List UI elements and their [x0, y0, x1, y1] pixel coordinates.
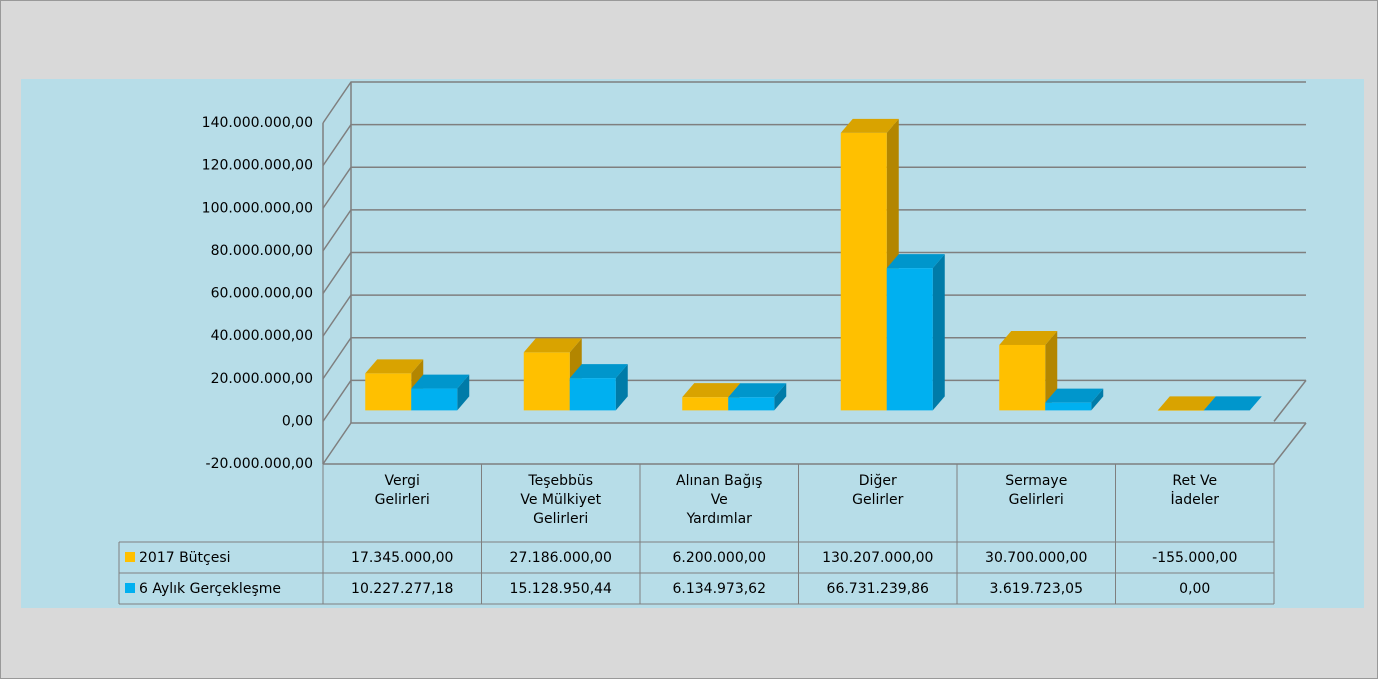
- bar-top: [365, 359, 424, 374]
- bar: [411, 388, 458, 411]
- zero-plane: [1273, 379, 1307, 422]
- bar-top: [728, 383, 787, 398]
- bar-side: [615, 364, 628, 411]
- category-label: Vergi Gelirleri: [374, 473, 430, 508]
- bar-top: [999, 330, 1058, 345]
- data-table-value: 27.186.000,00: [510, 550, 612, 566]
- bar-side: [774, 383, 787, 411]
- y-tick-label: 100.000.000,00: [202, 200, 313, 216]
- bar-side: [1091, 388, 1104, 411]
- data-table-value: 6.200.000,00: [672, 550, 766, 566]
- bar-top: [1157, 396, 1216, 411]
- bar-top: [523, 338, 582, 353]
- data-table-value: 3.619.723,05: [989, 581, 1083, 597]
- legend-swatch: [125, 552, 135, 562]
- data-table-value: 0,00: [1179, 581, 1210, 597]
- bar: [365, 373, 412, 411]
- legend-swatch: [125, 583, 135, 593]
- bar: [999, 344, 1046, 411]
- data-table-value: 15.128.950,44: [510, 581, 613, 597]
- bar-side: [1045, 330, 1058, 411]
- bar: [886, 268, 933, 411]
- y-tick-label: 20.000.000,00: [211, 371, 313, 387]
- data-table-value: 66.731.239,86: [827, 581, 930, 597]
- y-tick-label: -20.000.000,00: [206, 456, 313, 472]
- category-label: Diğer Gelirler: [852, 473, 904, 508]
- category-label: Ret Ve İadeler: [1170, 473, 1219, 508]
- bar-side: [932, 254, 945, 411]
- data-table-value: 6.134.973,62: [672, 581, 766, 597]
- bar-top: [840, 118, 899, 133]
- bar-top: [1045, 388, 1104, 403]
- bar-top: [411, 374, 470, 389]
- bar-top: [886, 254, 945, 269]
- bar: [569, 378, 616, 411]
- bar-side: [457, 374, 470, 411]
- y-tick-label: 0,00: [282, 413, 313, 429]
- data-table-value: -155.000,00: [1152, 550, 1237, 566]
- legend-label: 6 Aylık Gerçekleşme: [139, 581, 281, 597]
- data-table-value: 30.700.000,00: [985, 550, 1087, 566]
- data-table-value: 130.207.000,00: [822, 550, 933, 566]
- y-tick-label: 140.000.000,00: [202, 115, 313, 131]
- bar: [728, 397, 775, 411]
- y-tick-label: 60.000.000,00: [211, 286, 313, 302]
- bar: [523, 352, 570, 411]
- bar-top: [682, 383, 741, 398]
- bar-top: [569, 364, 628, 379]
- bar-top: [1203, 396, 1262, 411]
- bar: [682, 397, 729, 411]
- y-tick-label: 40.000.000,00: [211, 328, 313, 344]
- bar: [840, 132, 887, 411]
- data-table-value: 17.345.000,00: [351, 550, 453, 566]
- category-label: Alınan Bağış Ve Yardımlar: [676, 473, 763, 527]
- y-tick-label: 120.000.000,00: [202, 158, 313, 174]
- data-table-value: 10.227.277,18: [351, 581, 453, 597]
- category-label: Teşebbüs Ve Mülkiyet Gelirleri: [520, 473, 602, 527]
- bar: [1045, 402, 1092, 411]
- y-tick-label: 80.000.000,00: [211, 243, 313, 259]
- category-label: Sermaye Gelirleri: [1005, 473, 1068, 508]
- legend-label: 2017 Bütçesi: [139, 550, 231, 566]
